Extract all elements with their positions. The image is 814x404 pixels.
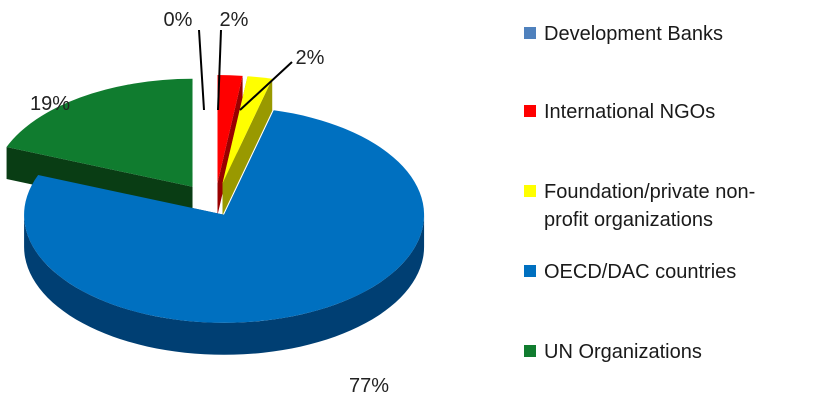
legend-item: Foundation/private non-profit organizati… bbox=[524, 181, 755, 231]
data-label: 0% bbox=[164, 9, 193, 31]
legend-label: OECD/DAC countries bbox=[544, 261, 736, 283]
legend-swatch bbox=[524, 105, 536, 117]
legend-item: International NGOs bbox=[524, 101, 715, 123]
slice-foundation-private-non-profit-organizations-edge-1 bbox=[222, 78, 273, 216]
data-label: 77% bbox=[349, 375, 389, 397]
data-label: 2% bbox=[220, 9, 249, 31]
legend-swatch bbox=[524, 185, 536, 197]
slice-un-organizations bbox=[6, 78, 193, 187]
legend-swatch bbox=[524, 27, 536, 39]
legend-item: OECD/DAC countries bbox=[524, 261, 736, 283]
leader-line bbox=[217, 29, 222, 111]
pie-tops bbox=[6, 75, 425, 323]
slice-oecd-dac-countries bbox=[24, 110, 425, 323]
leader-line bbox=[198, 29, 205, 111]
data-labels: 0% 2% 2% 77% 19% bbox=[30, 9, 389, 397]
legend-item: Development Banks bbox=[524, 23, 723, 45]
slice-oecd-dac-countries-side bbox=[24, 214, 425, 355]
pie-plot-area bbox=[6, 75, 425, 355]
slice-international-ngos bbox=[217, 75, 243, 184]
legend-label: UN Organizations bbox=[544, 341, 702, 363]
legend-label: Foundation/private non- bbox=[544, 181, 755, 203]
legend: Development Banks International NGOs Found… bbox=[524, 23, 755, 363]
slice-foundation-private-non-profit-organizations bbox=[222, 76, 273, 184]
legend-swatch bbox=[524, 265, 536, 277]
legend-label: International NGOs bbox=[544, 101, 715, 123]
leader-line bbox=[239, 61, 293, 111]
legend-label: profit organizations bbox=[544, 209, 713, 231]
data-label: 2% bbox=[296, 47, 325, 69]
data-label: 19% bbox=[30, 93, 70, 115]
legend-item: UN Organizations bbox=[524, 341, 702, 363]
legend-label: Development Banks bbox=[544, 23, 723, 45]
legend-swatch bbox=[524, 345, 536, 357]
